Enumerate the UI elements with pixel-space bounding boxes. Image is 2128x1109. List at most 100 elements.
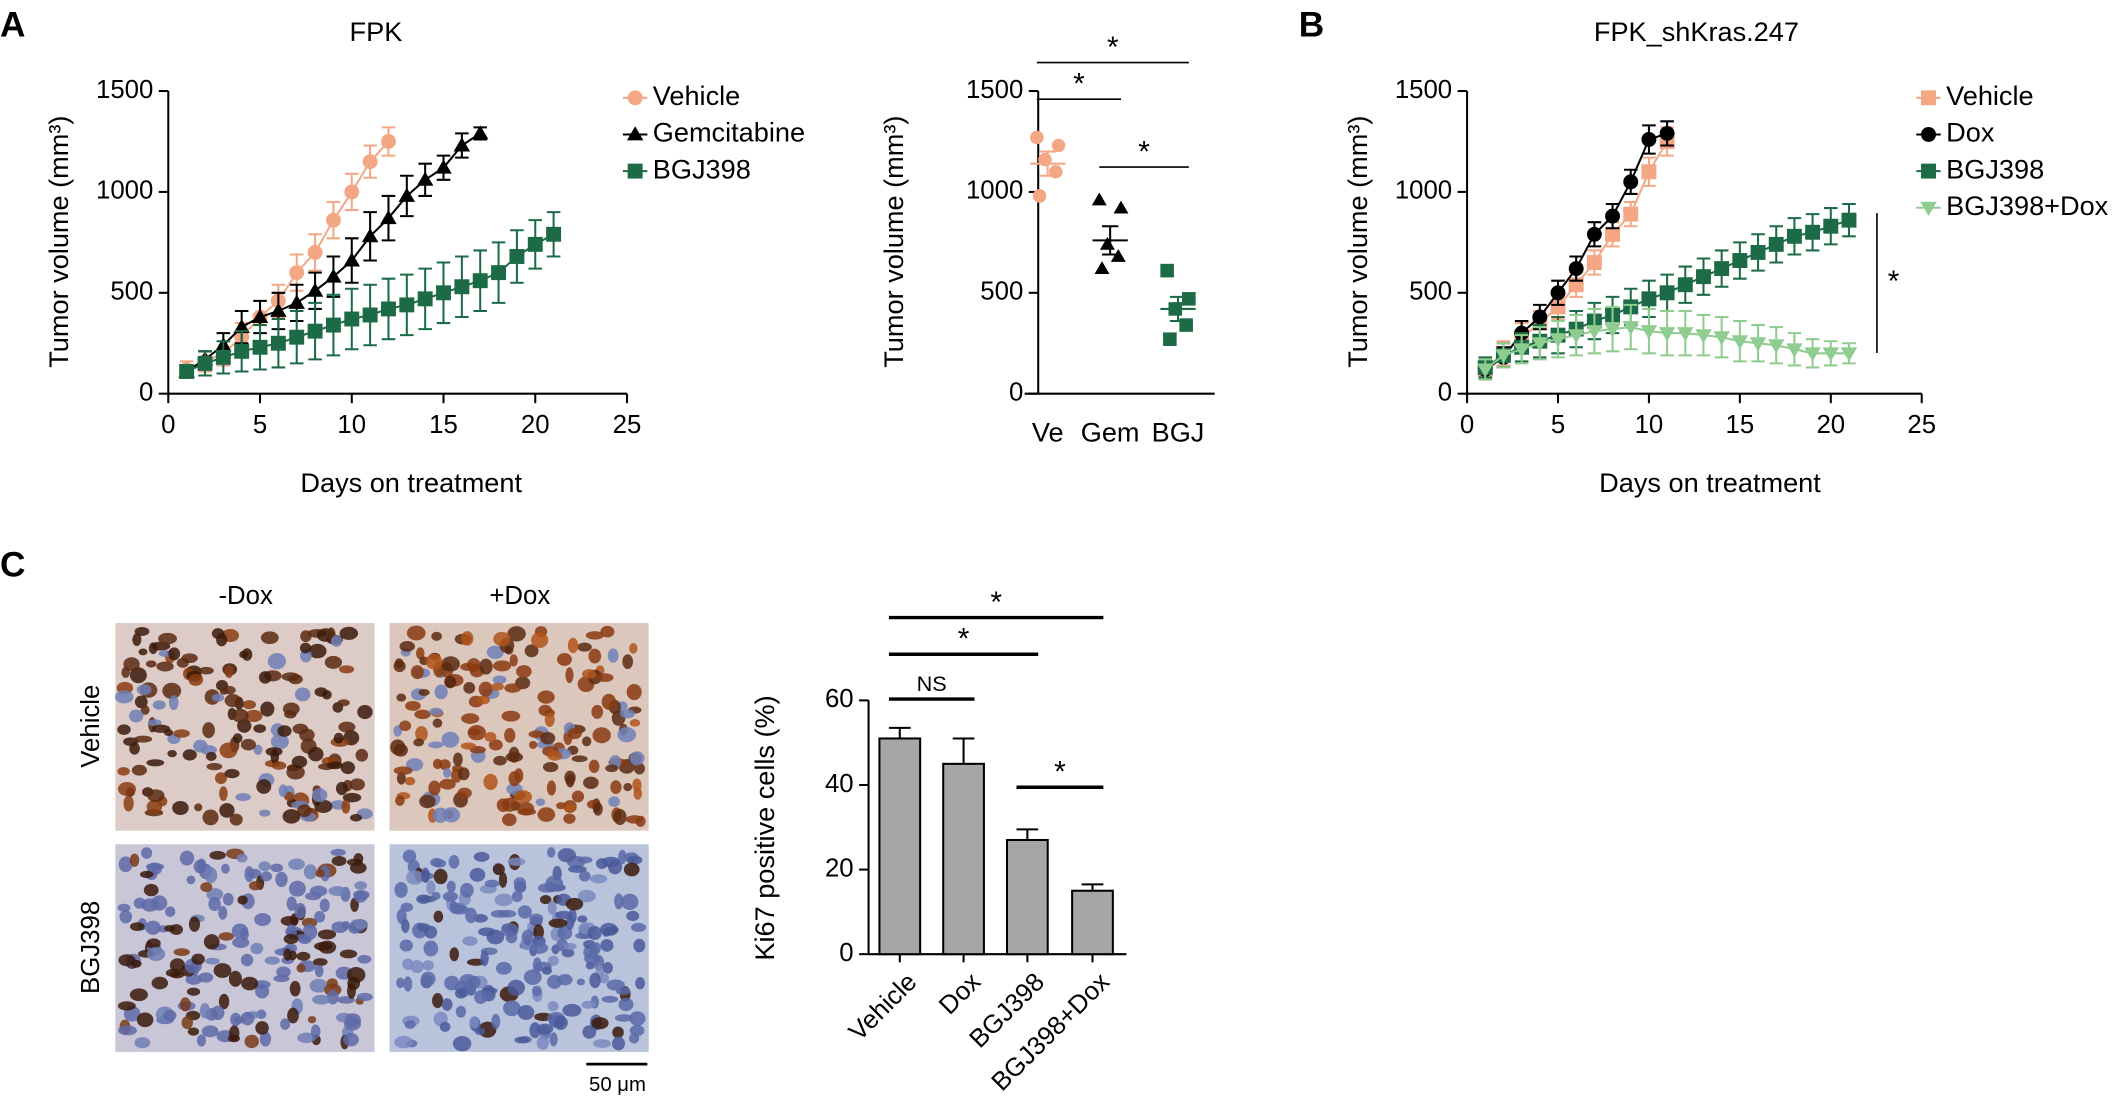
nucleus xyxy=(146,759,165,767)
nucleus xyxy=(147,719,162,727)
marker xyxy=(626,126,644,141)
nucleus xyxy=(453,752,463,767)
nucleus xyxy=(461,713,480,724)
nucleus xyxy=(176,657,189,668)
bar xyxy=(1071,889,1114,956)
marker xyxy=(1920,201,1937,216)
nucleus xyxy=(399,640,415,652)
nucleus xyxy=(186,875,196,885)
nucleus xyxy=(612,1026,624,1039)
nucleus xyxy=(394,881,408,898)
nucleus xyxy=(429,707,443,716)
marker xyxy=(1604,323,1621,338)
row-label: BGJ398 xyxy=(77,901,105,994)
nucleus xyxy=(581,1000,596,1009)
nucleus xyxy=(589,972,601,989)
nucleus xyxy=(355,748,369,762)
marker xyxy=(398,187,416,202)
y-tick-label: 1500 xyxy=(1395,76,1452,104)
nucleus xyxy=(601,995,619,1003)
nucleus xyxy=(236,853,248,863)
nucleus xyxy=(255,1021,269,1035)
nucleus xyxy=(134,735,153,743)
nucleus xyxy=(223,685,236,695)
nucleus xyxy=(165,906,176,917)
nucleus xyxy=(404,1020,416,1029)
y-tick-label: 0 xyxy=(839,939,853,967)
nucleus xyxy=(394,1035,414,1049)
nucleus xyxy=(206,762,223,771)
nucleus xyxy=(433,910,444,923)
x-tick-label: 15 xyxy=(1726,411,1755,439)
marker xyxy=(491,265,507,281)
nucleus xyxy=(484,879,500,888)
nucleus xyxy=(595,858,608,869)
nucleus xyxy=(270,748,280,765)
nucleus xyxy=(623,862,640,877)
nucleus xyxy=(393,766,413,775)
nucleus xyxy=(399,939,413,952)
marker xyxy=(1804,347,1821,362)
x-tick-label: Dox xyxy=(934,968,986,1020)
marker xyxy=(381,301,396,317)
nucleus xyxy=(221,863,230,874)
nucleus xyxy=(578,870,591,882)
x-tick-label: BGJ398+Dox xyxy=(986,968,1115,1097)
nucleus xyxy=(349,778,365,791)
nucleus xyxy=(234,1016,245,1024)
marker xyxy=(1841,212,1857,228)
nucleus xyxy=(413,738,425,747)
panel-label: A xyxy=(0,6,25,45)
nucleus xyxy=(608,796,620,807)
nucleus xyxy=(201,1025,219,1038)
nucleus xyxy=(242,700,257,710)
nucleus xyxy=(139,870,154,879)
nucleus xyxy=(218,905,228,920)
nucleus xyxy=(314,910,326,923)
nucleus xyxy=(513,877,527,889)
nucleus xyxy=(565,667,574,684)
marker xyxy=(399,297,415,313)
bar xyxy=(878,737,922,956)
nucleus xyxy=(343,1033,359,1047)
marker xyxy=(1822,347,1839,362)
nucleus xyxy=(602,962,613,974)
nucleus xyxy=(219,803,235,818)
nucleus xyxy=(288,950,297,961)
nucleus xyxy=(198,972,214,983)
nucleus xyxy=(478,681,493,697)
legend-label: BGJ398+Dox xyxy=(1946,190,2109,221)
nucleus xyxy=(209,850,226,860)
marker xyxy=(1623,206,1639,222)
marker xyxy=(251,308,269,323)
nucleus xyxy=(402,958,414,971)
error-bar xyxy=(952,737,975,764)
nucleus xyxy=(633,938,646,953)
marker xyxy=(1113,200,1129,214)
marker xyxy=(1622,321,1639,336)
error-bar xyxy=(1016,828,1039,840)
nucleus xyxy=(523,969,542,985)
nucleus xyxy=(188,673,204,686)
nucleus xyxy=(492,660,512,672)
nucleus xyxy=(537,883,556,893)
annotation: * xyxy=(1888,265,1900,298)
nucleus xyxy=(129,922,145,932)
marker xyxy=(1659,285,1675,301)
nucleus xyxy=(239,650,249,659)
nucleus xyxy=(532,957,542,974)
marker xyxy=(472,125,489,140)
nucleus xyxy=(547,750,563,761)
marker xyxy=(1921,90,1936,106)
nucleus xyxy=(219,742,238,759)
marker xyxy=(1532,309,1548,325)
nucleus xyxy=(616,987,631,996)
x-tick-label: 0 xyxy=(1460,411,1474,439)
marker xyxy=(435,159,452,174)
nucleus xyxy=(224,665,234,679)
nucleus xyxy=(222,892,234,906)
nucleus xyxy=(620,709,635,719)
nucleus xyxy=(307,1015,317,1024)
nucleus xyxy=(582,1025,597,1039)
